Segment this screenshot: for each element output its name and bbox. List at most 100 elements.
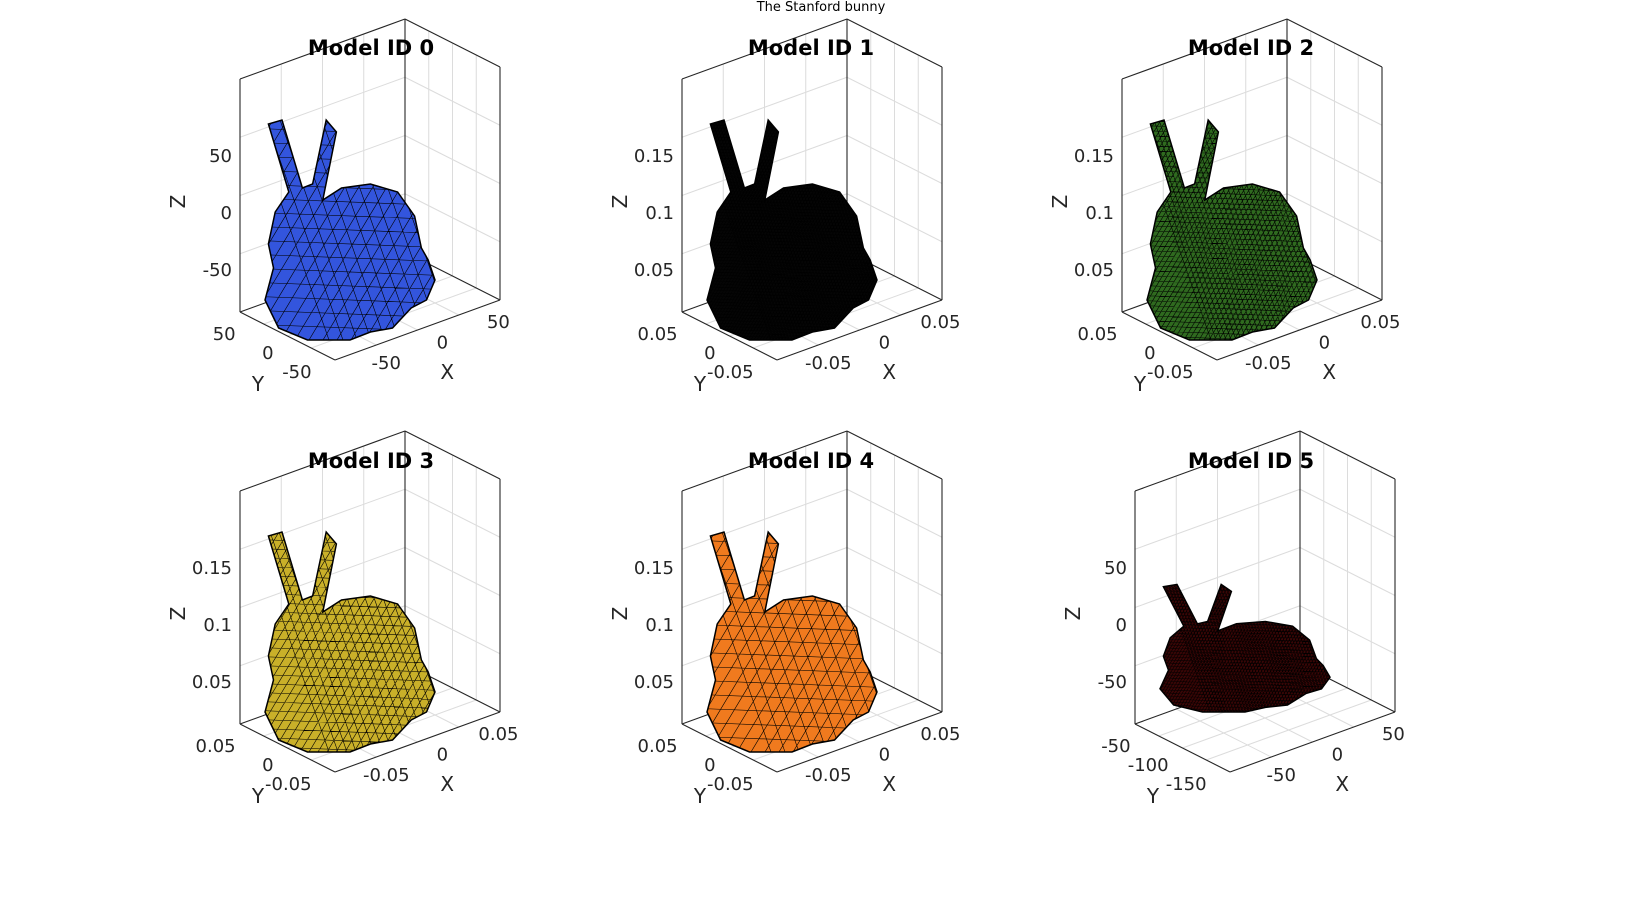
x-tick-label: 50 [1382,724,1405,745]
subplot-1: Model ID 10.050.10.15Z-0.0500.05Y-0.0500… [608,18,960,396]
x-tick-label: -50 [1267,765,1296,786]
x-tick-label: 50 [487,312,510,333]
z-ticks: 0.05 0.1 0.15 [1074,146,1114,281]
x-tick-label: 0 [1319,333,1330,354]
bunny-mesh [1146,118,1318,341]
y-axis-label: Y [251,372,265,396]
z-tick-label: -50 [203,260,232,281]
z-tick-label: -50 [1098,672,1127,693]
y-tick-label: 0 [262,343,273,364]
z-tick-label: 0.1 [203,615,232,636]
z-tick-label: 0.05 [192,672,232,693]
y-tick-label: 0 [1144,343,1155,364]
x-tick-label: 0 [879,333,890,354]
x-axis-label: X [1335,772,1349,796]
x-tick-label: 0.05 [478,724,518,745]
x-axis-label: X [1322,360,1336,384]
z-tick-label: 0.15 [192,558,232,579]
x-axis-label: X [440,360,454,384]
figure-title: The Stanford bunny [756,0,886,15]
y-tick-label: 0 [704,755,715,776]
x-tick-label: -0.05 [363,765,410,786]
bunny-mesh [264,118,436,341]
z-axis-label: Z [166,607,190,621]
bunny-mesh [706,118,878,341]
x-tick-label: 0 [879,745,890,766]
z-tick-label: 0 [221,203,232,224]
subplot-4: Model ID 40.050.10.15Z-0.0500.05Y-0.0500… [608,430,961,808]
x-ticks: -50 0 50 [372,312,510,374]
y-tick-label: 50 [213,324,236,345]
z-ticks: -50 0 50 [203,146,232,281]
y-axis-label: Y [693,784,707,808]
z-tick-label: 50 [209,146,232,167]
x-ticks: -0.05 0 0.05 [363,724,519,786]
x-axis-label: X [440,772,454,796]
subplot-title: Model ID 0 [308,36,434,60]
x-tick-label: 0.05 [920,724,960,745]
y-tick-label: 0.05 [196,736,236,757]
y-axis-label: Y [1133,372,1147,396]
z-tick-label: 0.15 [634,558,674,579]
z-tick-label: 0.05 [1074,260,1114,281]
x-axis-label: X [882,360,896,384]
bunny-mesh [706,530,878,753]
bunny-mesh [264,530,436,753]
subplot-title: Model ID 2 [1188,36,1314,60]
y-tick-label: 0.05 [638,736,678,757]
subplot-title: Model ID 3 [308,449,434,473]
y-tick-label: -100 [1128,755,1169,776]
z-tick-label: 0.1 [1085,203,1114,224]
x-ticks: -0.05 0 0.05 [805,724,961,786]
z-axis-label: Z [1048,195,1072,209]
z-axis-label: Z [608,607,632,621]
z-tick-label: 0.05 [634,672,674,693]
subplot-2: Model ID 20.050.10.15Z-0.0500.05Y-0.0500… [1048,18,1401,396]
y-tick-label: -0.05 [707,362,754,383]
subplot-title: Model ID 4 [748,449,874,473]
y-tick-label: -150 [1166,774,1207,795]
z-ticks: 0.05 0.1 0.15 [634,558,674,693]
x-tick-label: 0 [437,745,448,766]
x-tick-label: 0.05 [1360,312,1400,333]
y-ticks: -150-100-50 [1101,736,1206,795]
x-tick-label: -0.05 [1245,353,1292,374]
z-tick-label: 0.15 [1074,146,1114,167]
x-ticks: -0.05 0 0.05 [1245,312,1401,374]
z-tick-label: 0.1 [645,203,674,224]
z-axis-label: Z [1061,607,1085,621]
y-tick-label: -0.05 [265,774,312,795]
y-axis-label: Y [693,372,707,396]
y-tick-label: -50 [1101,736,1130,757]
z-ticks: 0.05 0.1 0.15 [634,146,674,281]
subplot-0: Model ID 0 -50 0 50 Z -50 0 50 Y -50 0 50 X [166,18,510,396]
y-ticks: -0.050 0.05 [196,736,312,795]
x-axis-label: X [882,772,896,796]
mesh-lines [1160,584,1330,712]
y-axis-label: Y [1146,784,1160,808]
y-ticks: -0.050 0.05 [638,324,754,383]
x-tick-label: 0 [1332,745,1343,766]
z-ticks: 0.05 0.1 0.15 [192,558,232,693]
z-tick-label: 0.1 [645,615,674,636]
z-tick-label: 0 [1116,615,1127,636]
z-axis-label: Z [608,195,632,209]
y-ticks: -0.050 0.05 [1078,324,1194,383]
z-tick-label: 0.15 [634,146,674,167]
x-tick-label: -0.05 [805,765,852,786]
y-tick-label: 0.05 [638,324,678,345]
subplot-title: Model ID 1 [748,36,874,60]
y-tick-label: -0.05 [707,774,754,795]
x-tick-label: 0.05 [920,312,960,333]
x-tick-label: -50 [372,353,401,374]
y-tick-label: 0 [262,755,273,776]
subplot-3: Model ID 30.050.10.15Z-0.0500.05Y-0.0500… [166,430,519,808]
z-ticks: -50 0 50 [1098,558,1127,693]
z-tick-label: 0.05 [634,260,674,281]
x-tick-label: 0 [437,333,448,354]
z-tick-label: 50 [1104,558,1127,579]
y-tick-label: 0 [704,343,715,364]
z-axis-label: Z [166,195,190,209]
